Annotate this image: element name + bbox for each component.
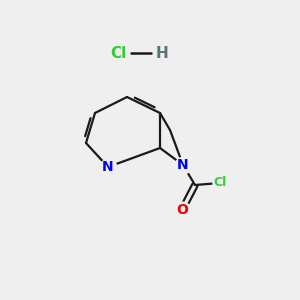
Text: N: N xyxy=(177,158,189,172)
Text: O: O xyxy=(176,203,188,217)
Text: N: N xyxy=(102,160,114,174)
Text: Cl: Cl xyxy=(213,176,226,190)
Text: H: H xyxy=(156,46,168,61)
Text: Cl: Cl xyxy=(110,46,126,61)
